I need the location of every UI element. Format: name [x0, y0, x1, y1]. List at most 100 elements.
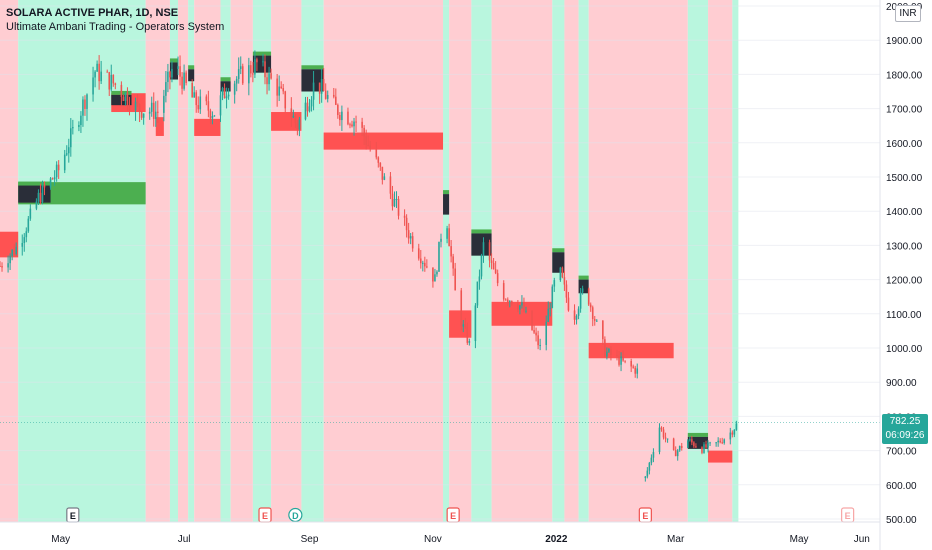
candle-body	[225, 96, 228, 99]
candle-body	[375, 149, 378, 158]
earnings-marker: E	[66, 507, 80, 523]
block-top-edge	[252, 51, 272, 56]
candle-body	[67, 147, 70, 154]
candle-body	[438, 241, 440, 272]
candle-body	[136, 101, 139, 105]
candle-body	[193, 92, 196, 98]
candle-body	[403, 215, 406, 218]
trend-band-bullish	[220, 0, 231, 522]
candle-body	[591, 307, 594, 319]
candle-body	[490, 260, 493, 263]
candle-body	[140, 111, 143, 118]
trend-band-bearish	[588, 0, 688, 522]
zone-block	[301, 69, 324, 92]
candle-body	[721, 442, 724, 444]
candle-body	[270, 73, 272, 79]
candle-body	[65, 153, 68, 155]
candle-body	[395, 198, 398, 200]
candle-body	[21, 242, 24, 247]
trend-band-bearish	[491, 0, 553, 522]
candle-body	[422, 262, 424, 264]
candle-body	[561, 267, 564, 278]
block-top-edge	[188, 65, 195, 70]
candle-body	[169, 71, 171, 78]
candle-body	[250, 65, 252, 74]
candle-body	[177, 66, 179, 69]
trend-bands	[0, 0, 739, 522]
candle-body	[335, 96, 337, 105]
candle-body	[53, 177, 56, 180]
candle-body	[70, 128, 72, 148]
candle-body	[666, 438, 669, 440]
candle-body	[462, 324, 465, 327]
marker-letter: D	[292, 511, 299, 521]
currency-badge[interactable]: INR	[895, 5, 921, 22]
earnings-marker: E	[638, 507, 652, 523]
zone-block	[443, 194, 450, 215]
candle-body	[237, 69, 240, 79]
candle-body	[268, 73, 270, 85]
candle-body	[672, 438, 675, 451]
candle-body	[197, 105, 200, 110]
candle-body	[545, 321, 548, 345]
candle-body	[181, 76, 183, 89]
candle-body	[389, 176, 392, 194]
candle-body	[454, 268, 456, 291]
earnings-marker: E	[258, 507, 272, 523]
y-tick-label: 1600.00	[886, 139, 923, 150]
candle-body	[650, 457, 653, 463]
candle-body	[241, 66, 244, 84]
candle-body	[57, 164, 60, 171]
candle-body	[715, 442, 717, 444]
candle-body	[304, 102, 307, 120]
candle-body	[306, 102, 309, 112]
zone-supply	[155, 117, 164, 136]
candle-body	[405, 217, 408, 231]
candle-body	[0, 265, 1, 267]
candle-body	[424, 262, 426, 267]
candle-body	[705, 444, 707, 448]
candle-body	[171, 68, 173, 78]
candle-body	[324, 90, 327, 99]
candle-body	[618, 355, 620, 365]
candle-body	[733, 429, 736, 435]
block-top-edge	[220, 77, 231, 82]
candle-body	[511, 300, 513, 305]
zone-block	[552, 252, 565, 273]
candle-body	[409, 236, 412, 239]
candle-body	[553, 280, 556, 287]
candle-body	[664, 437, 667, 439]
zone-block	[188, 69, 195, 82]
candle-body	[318, 82, 321, 94]
candle-body	[464, 324, 467, 328]
block-top-edge	[687, 432, 709, 437]
candle-body	[419, 258, 422, 264]
candle-body	[525, 310, 527, 312]
candle-body	[691, 439, 693, 443]
candle-body	[23, 237, 26, 243]
candle-body	[565, 284, 568, 298]
zone-supply	[449, 310, 472, 338]
candle-body	[383, 176, 386, 180]
candle-body	[326, 94, 329, 99]
y-tick-label: 1800.00	[886, 70, 923, 81]
candle-body	[9, 255, 11, 264]
candle-body	[440, 238, 442, 242]
candle-body	[150, 102, 153, 112]
candle-body	[504, 299, 507, 301]
candle-body	[508, 300, 511, 302]
block-top-edge	[471, 229, 492, 234]
y-tick-label: 1400.00	[886, 207, 923, 218]
y-tick-label: 600.00	[886, 481, 917, 492]
candle-body	[233, 83, 236, 95]
zone-supply	[194, 118, 221, 136]
candle-body	[39, 192, 42, 203]
marker-letter: E	[262, 511, 268, 521]
candle-body	[551, 286, 554, 308]
candle-body	[7, 263, 9, 268]
candle-body	[154, 111, 157, 120]
earnings-marker: E	[446, 507, 460, 523]
candle-body	[719, 440, 721, 443]
candle-body	[126, 92, 129, 106]
